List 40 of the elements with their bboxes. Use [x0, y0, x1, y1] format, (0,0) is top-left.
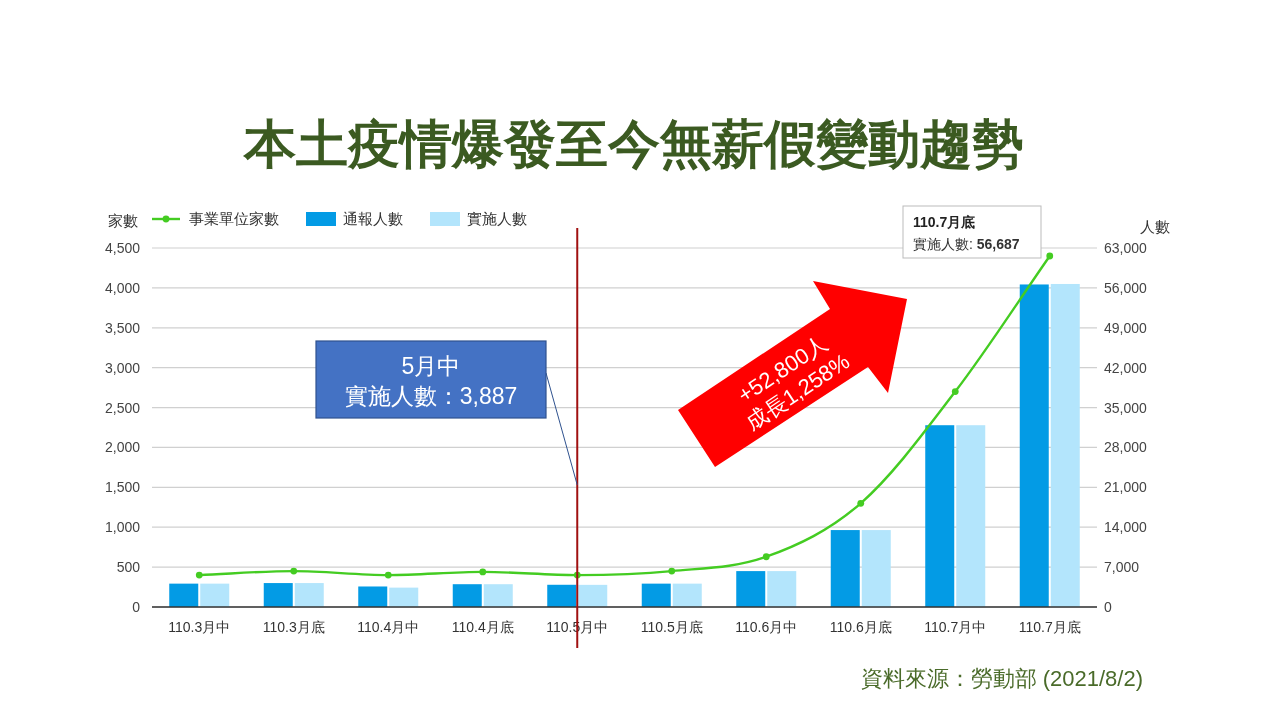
x-tick-label: 110.7月底	[1018, 619, 1081, 635]
source-note: 資料來源：勞動部 (2021/8/2)	[860, 666, 1143, 691]
x-tick-label: 110.6月中	[735, 619, 798, 635]
y-tick-label: 3,000	[104, 359, 141, 376]
x-tick-label: 110.3月中	[168, 619, 231, 635]
y-tick-label: 2,500	[104, 399, 141, 416]
y-tick-label: 1,500	[104, 479, 141, 496]
y2-tick-label: 21,000	[1104, 479, 1148, 496]
y-tick-label: 500	[116, 559, 141, 576]
y-tick-label: 2,000	[104, 439, 141, 456]
legend-label: 通報人數	[343, 210, 403, 227]
y2-tick-label: 49,000	[1104, 319, 1148, 336]
y-tick-label: 4,000	[104, 279, 141, 296]
y-tick-label: 3,500	[104, 319, 141, 336]
annotation: 實施人數: 56,687	[913, 236, 1020, 252]
y-axis-title: 家數	[108, 212, 138, 229]
y2-tick-label: 56,000	[1104, 279, 1148, 296]
text: 110.7月底	[913, 214, 976, 230]
chart-title: 本土疫情爆發至今無薪假變動趨勢	[242, 115, 1024, 173]
y2-tick-label: 42,000	[1104, 359, 1148, 376]
annotation: 實施人數：3,887	[344, 383, 518, 409]
x-tick-label: 110.5月底	[640, 619, 703, 635]
y2-axis-title: 人數	[1140, 218, 1170, 235]
legend-label: 事業單位家數	[189, 210, 279, 227]
y2-tick-label: 0	[1104, 599, 1112, 615]
y-tick-label: 0	[132, 599, 141, 615]
y2-tick-label: 28,000	[1104, 439, 1148, 456]
y2-tick-label: 35,000	[1104, 399, 1148, 416]
x-tick-label: 110.7月中	[924, 619, 987, 635]
y-tick-label: 4,500	[104, 240, 141, 256]
legend-label: 實施人數	[467, 210, 527, 227]
x-tick-label: 110.4月底	[451, 619, 514, 635]
y2-tick-label: 7,000	[1104, 559, 1140, 576]
y-tick-label: 1,000	[104, 519, 141, 536]
y2-tick-label: 14,000	[1104, 519, 1148, 536]
annotation: 5月中	[401, 353, 461, 379]
y2-tick-label: 63,000	[1104, 240, 1148, 256]
x-tick-label: 110.3月底	[262, 619, 325, 635]
x-tick-label: 110.6月底	[829, 619, 892, 635]
x-tick-label: 110.4月中	[357, 619, 420, 635]
